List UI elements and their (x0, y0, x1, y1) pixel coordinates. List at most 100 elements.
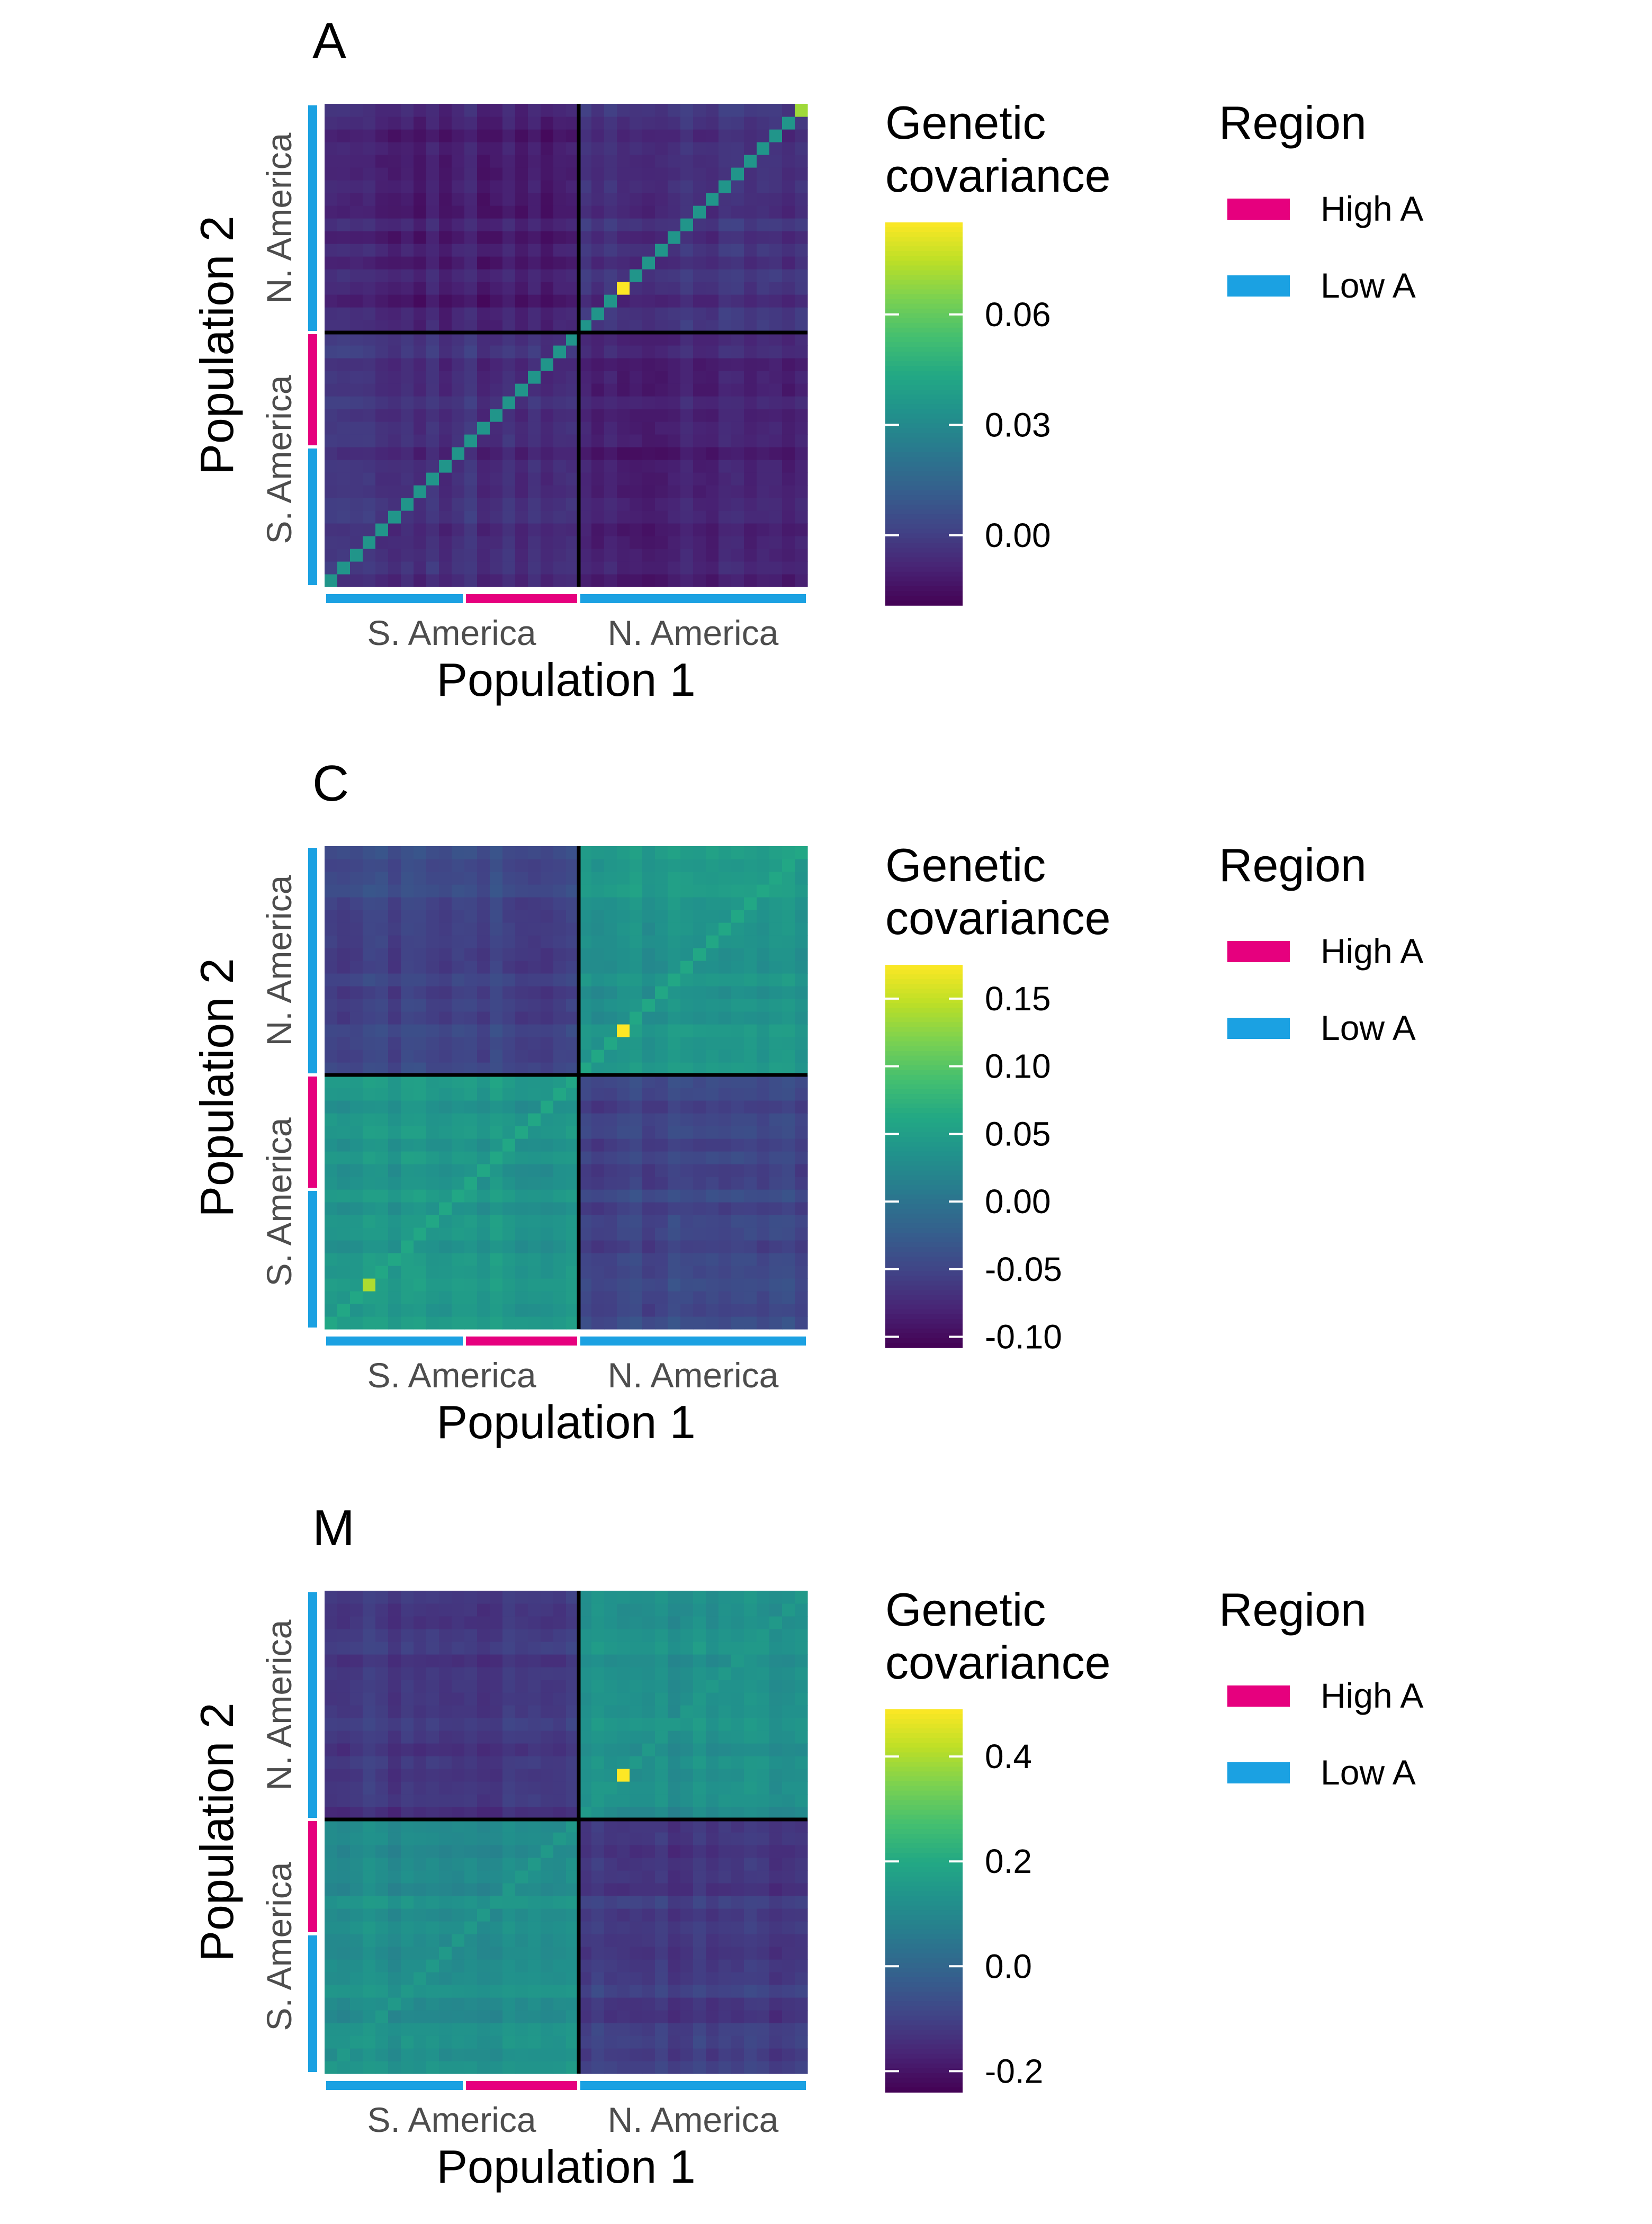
heatmap-cell (375, 1100, 389, 1114)
heatmap-cell (642, 859, 656, 872)
heatmap-cell (630, 1151, 643, 1164)
heatmap-cell (630, 460, 643, 473)
heatmap-cell (591, 256, 605, 270)
heatmap-cell (680, 1934, 694, 1947)
heatmap-cell (655, 935, 668, 948)
heatmap-cell (642, 1138, 656, 1152)
heatmap-cell (350, 1667, 363, 1680)
heatmap-cell (477, 1819, 490, 1833)
colorbar-segment (885, 562, 963, 568)
heatmap-cell (642, 422, 656, 435)
heatmap-cell (541, 155, 554, 168)
heatmap-cell (401, 1050, 414, 1063)
heatmap-cell (591, 859, 605, 872)
heatmap-cell (719, 1151, 732, 1164)
heatmap-cell (655, 1113, 668, 1126)
heatmap-cell (782, 1215, 795, 1228)
heatmap-cell (642, 561, 656, 575)
heatmap-cell (363, 294, 376, 308)
heatmap-cell (782, 1845, 795, 1858)
heatmap-cell (642, 269, 656, 282)
heatmap-cell (401, 1100, 414, 1114)
heatmap-cell (744, 1654, 757, 1667)
heatmap-cell (375, 1591, 389, 1604)
heatmap-cell (795, 910, 808, 923)
heatmap-cell (553, 1845, 567, 1858)
heatmap-cell (337, 986, 351, 999)
heatmap-cell (439, 218, 452, 231)
heatmap-cell (591, 1832, 605, 1845)
heatmap-cell (617, 1177, 630, 1190)
heatmap-cell (452, 1024, 465, 1037)
heatmap-cell (388, 1654, 401, 1667)
heatmap-cell (769, 961, 783, 974)
heatmap-cell (388, 1997, 401, 2011)
heatmap-cell (731, 231, 744, 244)
heatmap-cell (426, 167, 439, 181)
heatmap-cell (655, 116, 668, 130)
heatmap-cell (591, 1794, 605, 1807)
heatmap-cell (642, 1316, 656, 1330)
heatmap-cell (617, 1832, 630, 1845)
colorbar-segment (885, 495, 963, 500)
heatmap-cell (769, 536, 783, 549)
heatmap-cell (388, 2061, 401, 2074)
heatmap-cell (731, 498, 744, 511)
heatmap-cell (604, 1819, 617, 1833)
heatmap-cell (375, 1883, 389, 1896)
heatmap-cell (388, 1050, 401, 1063)
heatmap-cell (795, 269, 808, 282)
heatmap-cell (668, 1934, 681, 1947)
heatmap-cell (719, 485, 732, 498)
colorbar-segment (885, 1333, 963, 1339)
heatmap-cell (719, 1050, 732, 1063)
heatmap-cell (630, 409, 643, 422)
heatmap-cell (604, 218, 617, 231)
heatmap-cell (680, 1769, 694, 1782)
heatmap-cell (731, 383, 744, 397)
heatmap-cell (731, 1718, 744, 1731)
heatmap-cell (680, 1616, 694, 1629)
heatmap-cell (464, 1189, 478, 1203)
heatmap-cell (719, 1832, 732, 1845)
heatmap-cell (795, 1253, 808, 1266)
heatmap-cell (414, 1845, 427, 1858)
heatmap-cell (325, 142, 338, 155)
heatmap-cell (388, 1934, 401, 1947)
colorbar-segment (885, 2063, 963, 2069)
heatmap-cell (617, 948, 630, 961)
heatmap-cell (439, 1705, 452, 1718)
heatmap-cell (325, 2061, 338, 2074)
heatmap-cell (388, 1088, 401, 1101)
heatmap-cell (680, 1692, 694, 1706)
heatmap-cell (744, 1718, 757, 1731)
heatmap-cell (757, 1997, 770, 2011)
heatmap-cell (414, 1972, 427, 1985)
heatmap-cell (693, 142, 706, 155)
heatmap-cell (528, 1113, 541, 1126)
heatmap-cell (515, 498, 528, 511)
heatmap-cell (706, 1794, 719, 1807)
heatmap-cell (719, 2061, 732, 2074)
region-bar-x (326, 2081, 463, 2090)
heatmap-cell (782, 345, 795, 358)
heatmap-cell (782, 1113, 795, 1126)
heatmap-cell (388, 1603, 401, 1617)
heatmap-cell (579, 1985, 592, 1998)
heatmap-cell (477, 1591, 490, 1604)
heatmap-cell (490, 307, 503, 320)
heatmap-cell (439, 116, 452, 130)
heatmap-cell (617, 193, 630, 206)
heatmap-cell (744, 1164, 757, 1177)
heatmap-cell (591, 1730, 605, 1744)
heatmap-cell (782, 104, 795, 117)
heatmap-cell (719, 1164, 732, 1177)
heatmap-cell (464, 447, 478, 460)
heatmap-cell (719, 1240, 732, 1253)
heatmap-cell (680, 961, 694, 974)
heatmap-cell (655, 1870, 668, 1884)
heatmap-cell (744, 333, 757, 346)
heatmap-cell (668, 1164, 681, 1177)
heatmap-cell (388, 193, 401, 206)
heatmap-cell (795, 1591, 808, 1604)
